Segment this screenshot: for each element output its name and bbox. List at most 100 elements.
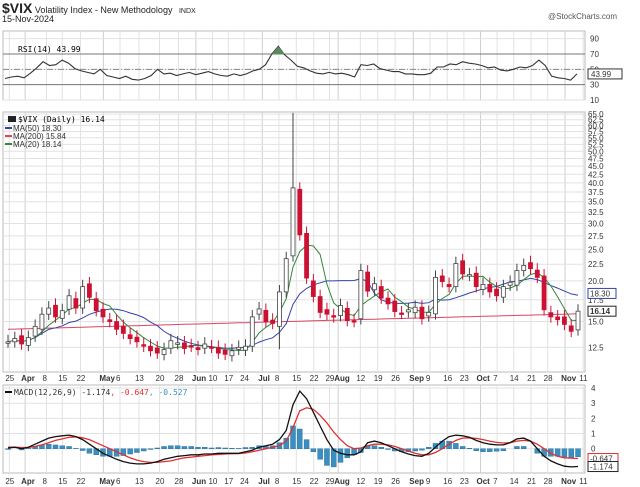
rsi-legend: RSI(14) 43.99 (18, 45, 81, 54)
ma-legend-0: MA(50) 18.30 (13, 124, 62, 133)
macd-x-axis-label: 28 (544, 477, 553, 486)
svg-text:57.5: 57.5 (588, 127, 604, 136)
macd-x-axis-label: 15 (292, 477, 301, 486)
macd-x-axis-label: Jun (192, 477, 206, 486)
svg-text:47.5: 47.5 (588, 155, 604, 164)
x-axis-label: 24 (240, 374, 249, 383)
x-axis-label: 19 (374, 374, 383, 383)
rsi-line (4, 45, 578, 81)
macd-x-axis-label: 15 (58, 477, 67, 486)
macd-x-axis-label: Nov (561, 477, 577, 486)
macd-x-axis-label: 29 (325, 477, 334, 486)
x-axis-label: 15 (58, 374, 67, 383)
x-axis-label: Apr (21, 374, 35, 383)
chart-date: 15-Nov-2024 (2, 14, 55, 24)
macd-x-axis-label: Apr (21, 477, 35, 486)
x-axis-label: Aug (334, 374, 350, 383)
svg-text:4: 4 (591, 384, 596, 393)
x-axis-label: 17 (224, 374, 233, 383)
macd-x-axis-label: Oct (476, 477, 490, 486)
svg-text:70: 70 (590, 50, 599, 59)
svg-text:1: 1 (591, 430, 596, 439)
price-legend: $VIX (Daily) 16.14 (18, 115, 105, 124)
exchange-label: INDX (178, 8, 196, 15)
svg-text:2: 2 (591, 414, 596, 423)
svg-text:25.0: 25.0 (588, 245, 604, 254)
macd-x-axis-label: 7 (493, 477, 498, 486)
svg-text:12.5: 12.5 (588, 343, 604, 352)
macd-x-axis-label: May (99, 477, 115, 486)
svg-text:22.5: 22.5 (588, 260, 604, 269)
macd-x-axis-label: 9 (426, 477, 431, 486)
x-axis-label: Oct (476, 374, 490, 383)
macd-x-axis-label: 13 (135, 477, 144, 486)
macd-x-axis-label: 21 (527, 477, 536, 486)
svg-text:32.5: 32.5 (588, 208, 604, 217)
svg-text:18.30: 18.30 (590, 289, 611, 298)
x-axis-label: 14 (510, 374, 519, 383)
macd-x-axis-label: 28 (175, 477, 184, 486)
macd-x-axis-label: 24 (240, 477, 249, 486)
stockcharts-credit: @StockCharts.com (548, 12, 618, 21)
svg-text:27.5: 27.5 (588, 232, 604, 241)
macd-x-axis-label: 11 (579, 477, 588, 486)
x-axis-label: 8 (275, 374, 280, 383)
macd-signal-line (8, 407, 579, 464)
x-axis-label: 20 (156, 374, 165, 383)
macd-x-axis-label: 14 (510, 477, 519, 486)
svg-text:52.5: 52.5 (588, 140, 604, 149)
svg-text:-0.647: -0.647 (590, 455, 613, 464)
svg-text:17.5: 17.5 (588, 296, 604, 305)
instrument-name: Volatility Index - New Methodology (34, 5, 173, 15)
ticker-symbol: $VIX (2, 0, 33, 16)
x-axis-label: Sep (409, 374, 424, 383)
x-axis-label: Jul (258, 374, 270, 383)
x-axis-label: 8 (42, 374, 47, 383)
svg-text:45.0: 45.0 (588, 162, 604, 171)
svg-text:60.0: 60.0 (588, 121, 604, 130)
svg-text:40.0: 40.0 (588, 179, 604, 188)
svg-text:16.14: 16.14 (590, 307, 611, 316)
ma-legend-2: MA(20) 18.14 (13, 140, 62, 149)
macd-x-axis-label: 6 (116, 477, 121, 486)
macd-x-axis-label: 17 (224, 477, 233, 486)
x-axis-label: 28 (175, 374, 184, 383)
macd-line (7, 389, 579, 468)
svg-text:15.0: 15.0 (588, 318, 604, 327)
x-axis-label: 10 (208, 374, 217, 383)
x-axis-label: 21 (527, 374, 536, 383)
x-axis-label: 25 (5, 374, 14, 383)
svg-text:42.5: 42.5 (588, 170, 604, 179)
rsi-panel (2, 30, 586, 101)
x-axis-label: 22 (310, 374, 319, 383)
svg-text:50.0: 50.0 (588, 147, 604, 156)
x-axis-label: 23 (460, 374, 469, 383)
macd-x-axis-label: 19 (374, 477, 383, 486)
svg-text:90: 90 (590, 35, 599, 44)
macd-x-axis-label: 12 (356, 477, 365, 486)
x-axis-label: Nov (561, 374, 577, 383)
x-axis-label: 12 (356, 374, 365, 383)
macd-x-axis-label: 8 (42, 477, 47, 486)
x-axis-label: 7 (493, 374, 498, 383)
macd-x-axis-label: 23 (460, 477, 469, 486)
macd-x-axis-label: 10 (208, 477, 217, 486)
x-axis-label: 28 (544, 374, 553, 383)
x-axis-label: 9 (426, 374, 431, 383)
x-axis-label: Jun (192, 374, 206, 383)
x-axis-label: 26 (391, 374, 400, 383)
svg-text:-1.174: -1.174 (590, 463, 613, 472)
macd-legend: MACD(12,26,9) -1.174, -0.647, -0.527 (14, 388, 188, 397)
x-axis-label: 15 (292, 374, 301, 383)
svg-text:37.5: 37.5 (588, 188, 604, 197)
chart-header: $VIX Volatility Index - New Methodology … (2, 0, 196, 16)
svg-text:65.0: 65.0 (588, 110, 604, 119)
rsi-value-badge: 43.99 (591, 70, 612, 79)
x-axis-label: May (99, 374, 115, 383)
svg-text:20.0: 20.0 (588, 277, 604, 286)
macd-x-axis-label: 8 (275, 477, 280, 486)
x-axis-label: 6 (116, 374, 121, 383)
ma200-line (7, 313, 579, 330)
svg-text:0: 0 (591, 445, 596, 454)
